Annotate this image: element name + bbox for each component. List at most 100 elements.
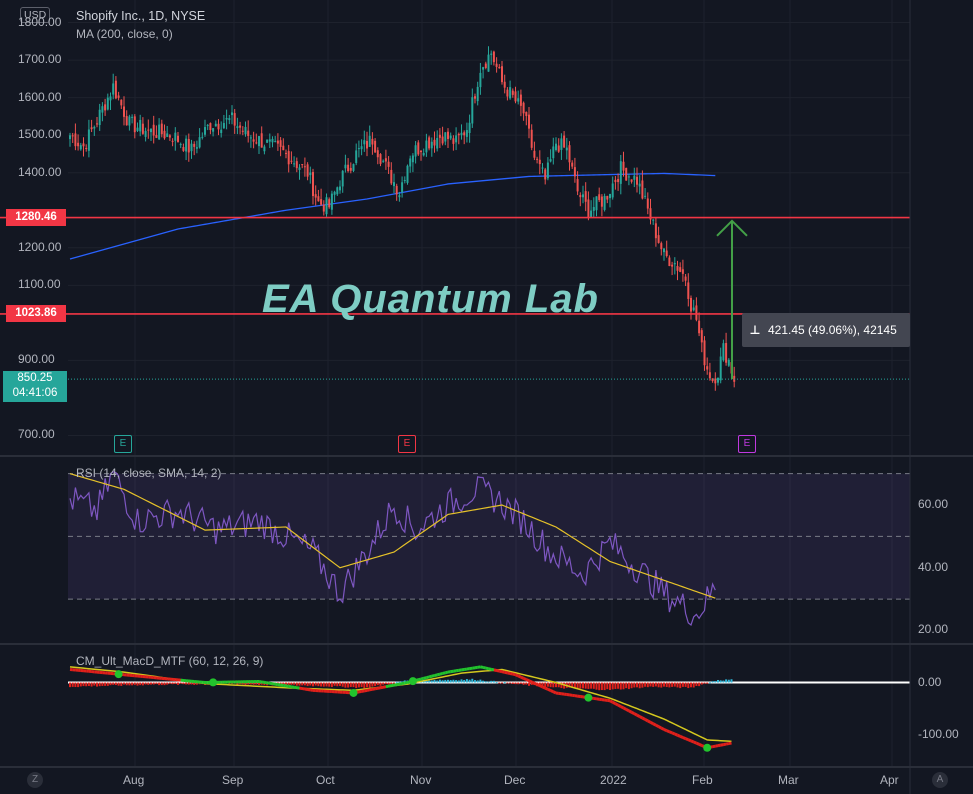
macd-hist-bar [474,680,476,683]
candle-body [182,147,185,151]
candle-body [687,282,690,299]
earnings-marker[interactable]: E [398,435,416,453]
macd-hist-bar [79,682,82,687]
candle-body [112,83,115,95]
macd-line-segment [420,676,425,681]
candle-body [133,116,136,133]
candlestick-series [69,46,736,391]
macd-hist-bar [93,682,96,686]
candle-body [374,140,377,153]
macd-hist-bar [90,682,93,687]
macd-line-segment [504,670,508,675]
macd-line-segment [426,675,430,680]
candle-body [411,155,414,163]
candle-body [592,207,595,211]
candle-body [222,123,225,129]
candle-body [395,185,398,195]
macd-indicator-title[interactable]: CM_Ult_MacD_MTF (60, 12, 26, 9) [76,654,264,668]
candle-body [225,118,228,120]
macd-line-segment [674,732,679,737]
macd-hist-bar [133,682,136,685]
candle-body [271,138,274,143]
measure-arrow[interactable] [716,219,748,380]
candle-body [528,114,530,129]
macd-hist-bar [619,682,622,690]
candle-body [401,182,404,193]
macd-hist-bar [195,682,198,685]
macd-line-segment [423,676,427,680]
symbol-title[interactable]: Shopify Inc., 1D, NYSE [76,9,206,23]
rsi-indicator-title[interactable]: RSI (14, close, SMA, 14, 2) [76,466,222,480]
earnings-marker[interactable]: E [738,435,756,453]
macd-hist-bar [150,682,152,685]
candle-body [428,137,431,149]
candle-body [141,123,144,134]
macd-hist-bar [627,682,630,690]
macd-hist-bar [471,678,474,683]
macd-hist-bar [595,682,598,690]
macd-hist-bar [606,682,609,690]
macd-hist-bar [479,679,482,683]
candle-body [641,180,644,199]
time-tick-label: Feb [692,773,713,787]
candle-body [681,269,684,274]
candle-body [276,140,279,144]
macd-hist-bar [690,682,692,688]
candle-body [530,129,533,148]
timezone-button[interactable]: Z [27,772,43,788]
ma200-polyline [69,172,716,260]
price-tick-label: 1200.00 [18,239,62,254]
candle-body [150,128,152,133]
macd-hist-bar [492,680,495,683]
macd-hist-bar [85,682,88,687]
candle-body [249,137,252,139]
earnings-marker[interactable]: E [114,435,132,453]
candle-body [468,122,471,134]
ma-indicator-title[interactable]: MA (200, close, 0) [76,27,173,41]
candle-body [433,139,436,146]
candle-body [652,219,655,221]
macd-line-segment [687,738,692,743]
price-tick-label: 700.00 [18,427,55,442]
candle-body [341,170,344,187]
macd-hist-bar [371,682,374,687]
macd-line-segment [660,726,665,731]
macd-hist-bar [295,682,298,686]
candle-body [487,54,490,72]
candle-body [714,378,717,384]
rsi-series [68,471,910,626]
auto-scale-button[interactable]: A [932,772,948,788]
macd-hist-bar [387,682,390,685]
macd-hist-bar [249,682,252,685]
macd-hist-bar [74,682,77,688]
candle-body [347,164,350,172]
macd-hist-bar [633,682,636,688]
candle-body [665,250,668,257]
candle-body [384,158,387,162]
candle-body [460,132,463,136]
rsi-line [69,471,716,626]
candle-body [463,132,466,136]
candle-body [125,115,128,126]
candle-body [584,191,587,202]
candle-body [352,164,355,171]
macd-hist-bar [293,682,296,685]
currency-badge[interactable]: USD [20,7,51,23]
grid-lines [68,0,910,766]
macd-hist-bar [646,682,649,688]
macd-hist-bar [714,681,717,683]
macd-hist-bar [549,682,552,688]
macd-hist-bar [719,680,722,683]
candle-body [517,98,520,102]
macd-hist-bar [98,682,101,687]
candle-body [590,210,593,218]
measure-label[interactable]: ⊥ 421.45 (49.06%), 42145 [742,313,910,347]
macd-hist-bar [428,680,431,683]
macd-hist-bar [698,682,701,687]
macd-hist-bar [660,682,663,688]
candle-body [152,124,155,136]
macd-hist-bar [487,681,490,683]
macd-line-segment [517,674,522,679]
